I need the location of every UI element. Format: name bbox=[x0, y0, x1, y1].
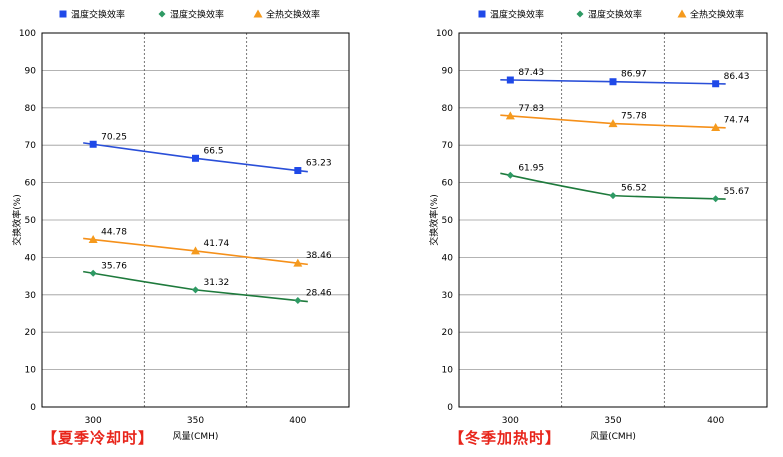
winter-caption: 【冬季加热时】 bbox=[449, 429, 562, 447]
summer-ytick-label: 90 bbox=[25, 66, 37, 76]
winter-data-point bbox=[506, 171, 514, 179]
summer-data-point bbox=[192, 286, 199, 294]
summer-ytick-label: 10 bbox=[25, 366, 37, 376]
summer-data-point bbox=[293, 258, 303, 267]
summer-ytick-label: 70 bbox=[25, 141, 37, 151]
winter-ytick-label: 100 bbox=[436, 29, 453, 39]
winter-plot-frame bbox=[458, 32, 768, 408]
winter-ytick-label: 20 bbox=[442, 328, 454, 338]
summer-ytick-label: 20 bbox=[25, 328, 37, 338]
winter-data-label: 75.78 bbox=[621, 112, 647, 122]
winter-data-label: 86.97 bbox=[621, 70, 647, 80]
winter-ytick-label: 30 bbox=[442, 291, 454, 301]
summer-caption: 【夏季冷却时】 bbox=[42, 429, 155, 447]
summer-legend-label: 全热交换效率 bbox=[266, 9, 320, 21]
summer-ytick-label: 60 bbox=[25, 179, 37, 189]
summer-legend-label: 温度交换效率 bbox=[71, 9, 125, 21]
summer-data-label: 41.74 bbox=[204, 239, 230, 249]
summer-data-label: 70.25 bbox=[101, 132, 127, 142]
summer-data-point bbox=[89, 269, 97, 277]
winter-data-label: 87.43 bbox=[518, 68, 544, 78]
winter-data-point bbox=[608, 119, 618, 128]
summer-data-point bbox=[88, 235, 98, 244]
summer-plot-frame bbox=[41, 32, 350, 408]
winter-chart: 0 10 20 30 40 50 60 70 80 90 100 300 350 400 风量(CMH) 交换… bbox=[428, 9, 768, 442]
winter-data-point bbox=[712, 80, 720, 88]
winter-ytick-label: 10 bbox=[442, 366, 454, 376]
winter-ytick-label: 70 bbox=[442, 141, 454, 151]
winter-ytick-label: 50 bbox=[442, 216, 454, 226]
summer-legend-marker bbox=[253, 9, 263, 18]
winter-xaxis-label: 风量(CMH) bbox=[590, 431, 636, 442]
summer-ytick-label: 0 bbox=[30, 403, 36, 413]
summer-data-label: 35.76 bbox=[101, 261, 127, 271]
winter-data-label: 77.83 bbox=[518, 104, 544, 114]
summer-data-point bbox=[192, 154, 199, 162]
winter-data-point bbox=[712, 195, 720, 203]
summer-ytick-label: 100 bbox=[19, 29, 36, 39]
winter-data-label: 74.74 bbox=[724, 115, 750, 125]
winter-ytick-label: 40 bbox=[442, 253, 454, 263]
summer-legend-label: 湿度交换效率 bbox=[170, 9, 224, 21]
winter-ytick-label: 90 bbox=[442, 66, 454, 76]
summer-ytick-label: 40 bbox=[25, 253, 37, 263]
summer-ytick-label: 30 bbox=[25, 291, 37, 301]
summer-xtick-label: 350 bbox=[187, 416, 204, 426]
winter-legend-label: 温度交换效率 bbox=[490, 9, 544, 21]
winter-data-point bbox=[506, 76, 514, 84]
winter-data-label: 61.95 bbox=[518, 163, 544, 173]
summer-yaxis-label: 交换效率(%) bbox=[11, 194, 23, 246]
winter-ytick-label: 60 bbox=[442, 179, 454, 189]
summer-data-label: 66.5 bbox=[204, 146, 224, 156]
winter-ytick-label: 80 bbox=[442, 104, 454, 114]
winter-legend-marker bbox=[478, 10, 486, 18]
summer-data-point bbox=[294, 297, 302, 305]
summer-xtick-label: 300 bbox=[85, 416, 102, 426]
winter-data-point bbox=[609, 192, 617, 200]
summer-data-label: 38.46 bbox=[306, 251, 332, 261]
winter-data-point bbox=[505, 111, 515, 120]
summer-data-point bbox=[191, 246, 200, 255]
winter-legend-label: 湿度交换效率 bbox=[588, 9, 642, 21]
winter-legend-label: 全热交换效率 bbox=[690, 9, 744, 21]
winter-data-label: 55.67 bbox=[724, 187, 750, 197]
winter-data-label: 86.43 bbox=[724, 72, 750, 82]
winter-legend-marker bbox=[576, 10, 584, 18]
summer-data-label: 63.23 bbox=[306, 159, 332, 169]
winter-xtick-label: 350 bbox=[604, 416, 621, 426]
summer-legend-marker bbox=[59, 10, 67, 18]
summer-xaxis-label: 风量(CMH) bbox=[173, 431, 219, 442]
summer-data-label: 44.78 bbox=[101, 228, 127, 238]
summer-xtick-label: 400 bbox=[289, 416, 306, 426]
winter-xtick-label: 300 bbox=[502, 416, 519, 426]
winter-data-point bbox=[609, 78, 617, 86]
winter-legend-marker bbox=[677, 9, 687, 18]
winter-data-point bbox=[711, 122, 721, 131]
winter-ytick-label: 0 bbox=[447, 403, 453, 413]
summer-data-label: 28.46 bbox=[306, 289, 332, 299]
summer-ytick-label: 50 bbox=[25, 216, 37, 226]
winter-xtick-label: 400 bbox=[707, 416, 724, 426]
summer-data-point bbox=[294, 167, 302, 175]
summer-legend-marker bbox=[158, 10, 166, 18]
summer-data-label: 31.32 bbox=[204, 278, 230, 288]
summer-ytick-label: 80 bbox=[25, 104, 37, 114]
summer-data-point bbox=[89, 140, 97, 148]
winter-data-label: 56.52 bbox=[621, 184, 647, 194]
winter-yaxis-label: 交换效率(%) bbox=[428, 194, 440, 246]
summer-chart: 0 10 20 30 40 50 60 70 80 90 100 300 350 400 风量(CMH) 交换… bbox=[11, 9, 350, 442]
